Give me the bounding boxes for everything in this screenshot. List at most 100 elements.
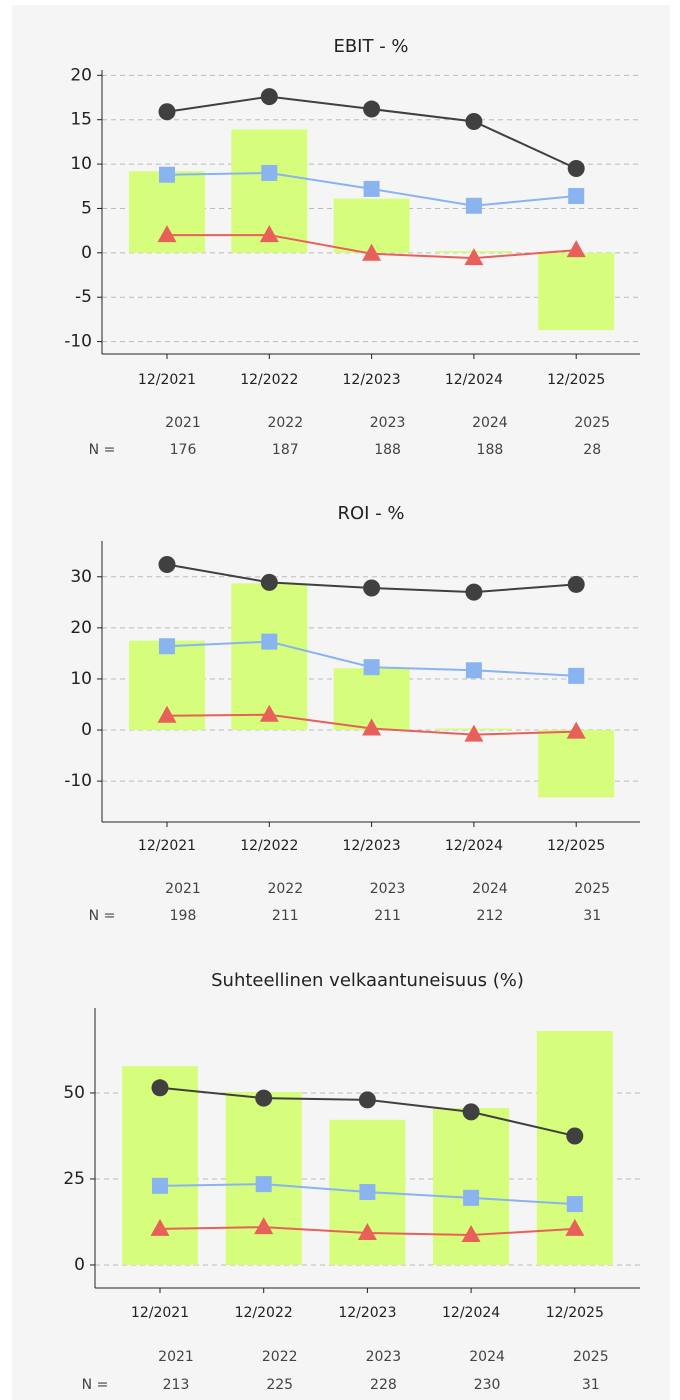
n-count: 31: [583, 908, 601, 924]
x-tick-label: 12/2024: [445, 372, 503, 388]
n-label: N =: [82, 1377, 109, 1393]
y-tick-label: 25: [63, 1169, 85, 1189]
marker: [464, 724, 484, 742]
marker: [259, 704, 279, 722]
marker: [465, 583, 483, 601]
y-tick-label: -5: [75, 287, 92, 307]
n-label: N =: [89, 908, 116, 924]
year-label: 2022: [267, 415, 303, 431]
year-label: 2025: [574, 415, 610, 431]
y-tick-label: 10: [70, 154, 92, 174]
year-label: 2023: [370, 415, 406, 431]
marker: [566, 1196, 583, 1213]
n-count: 187: [272, 442, 299, 458]
marker: [465, 197, 482, 214]
year-label: 2024: [472, 881, 508, 897]
x-tick-label: 12/2021: [131, 1305, 189, 1321]
y-tick-label: 20: [70, 65, 92, 85]
marker: [260, 88, 278, 106]
marker: [254, 1217, 274, 1235]
year-label: 2023: [366, 1349, 402, 1365]
x-tick-label: 12/2025: [546, 1305, 604, 1321]
marker: [358, 1091, 376, 1109]
x-tick-label: 12/2022: [240, 372, 298, 388]
n-label: N =: [89, 442, 116, 458]
marker: [566, 240, 586, 258]
x-tick-label: 12/2023: [343, 838, 401, 854]
marker: [363, 180, 380, 197]
n-count: 198: [170, 908, 197, 924]
marker: [567, 160, 585, 178]
marker: [363, 659, 380, 676]
chart-title: EBIT - %: [333, 36, 408, 57]
year-label: 2023: [370, 881, 406, 897]
bar: [538, 252, 615, 331]
n-count: 188: [374, 442, 401, 458]
marker: [465, 662, 482, 679]
marker: [255, 1089, 273, 1107]
marker: [157, 705, 177, 723]
y-tick-label: 0: [74, 1255, 85, 1275]
x-tick-label: 12/2025: [547, 838, 605, 854]
marker: [261, 633, 278, 650]
marker: [150, 1218, 170, 1236]
marker: [159, 166, 175, 183]
year-label: 2024: [472, 415, 508, 431]
marker: [461, 1225, 481, 1243]
n-count: 31: [582, 1377, 600, 1393]
marker: [261, 164, 278, 181]
y-tick-label: 15: [70, 110, 92, 130]
marker: [566, 1127, 584, 1145]
marker: [363, 579, 381, 597]
year-label: 2025: [574, 881, 610, 897]
marker: [463, 1189, 480, 1206]
y-tick-label: -10: [64, 771, 92, 791]
marker: [359, 1184, 376, 1201]
marker: [255, 1176, 272, 1193]
marker: [152, 1177, 168, 1194]
marker: [259, 225, 279, 243]
year-label: 2021: [165, 415, 201, 431]
n-count: 213: [163, 1377, 190, 1393]
marker: [158, 556, 176, 574]
year-label: 2025: [573, 1349, 609, 1365]
year-label: 2024: [469, 1349, 505, 1365]
x-tick-label: 12/2023: [343, 372, 401, 388]
marker: [565, 1218, 585, 1236]
year-label: 2022: [262, 1349, 298, 1365]
x-tick-label: 12/2023: [338, 1305, 396, 1321]
y-tick-label: 5: [81, 198, 92, 218]
n-count: 211: [374, 908, 401, 924]
chart-title: ROI - %: [337, 503, 404, 524]
year-label: 2021: [165, 881, 201, 897]
n-count: 28: [583, 442, 601, 458]
marker: [465, 112, 483, 130]
marker: [157, 225, 177, 243]
y-tick-label: 50: [63, 1083, 85, 1103]
n-count: 228: [370, 1377, 397, 1393]
n-count: 188: [477, 442, 504, 458]
n-count: 212: [477, 908, 504, 924]
y-tick-label: 30: [70, 567, 92, 587]
n-count: 176: [170, 442, 197, 458]
x-tick-label: 12/2025: [547, 372, 605, 388]
x-tick-label: 12/2022: [240, 838, 298, 854]
marker: [568, 188, 585, 205]
marker: [464, 248, 484, 266]
x-tick-label: 12/2021: [138, 372, 196, 388]
n-count: 225: [266, 1377, 293, 1393]
x-tick-label: 12/2022: [235, 1305, 293, 1321]
marker: [568, 667, 585, 684]
marker: [362, 718, 382, 736]
x-tick-label: 12/2024: [445, 838, 503, 854]
y-tick-label: 0: [81, 720, 92, 740]
y-tick-label: 0: [81, 243, 92, 263]
y-tick-label: 20: [70, 618, 92, 638]
marker: [567, 575, 585, 593]
marker: [566, 721, 586, 739]
marker: [363, 100, 381, 118]
marker: [158, 103, 176, 121]
n-count: 211: [272, 908, 299, 924]
